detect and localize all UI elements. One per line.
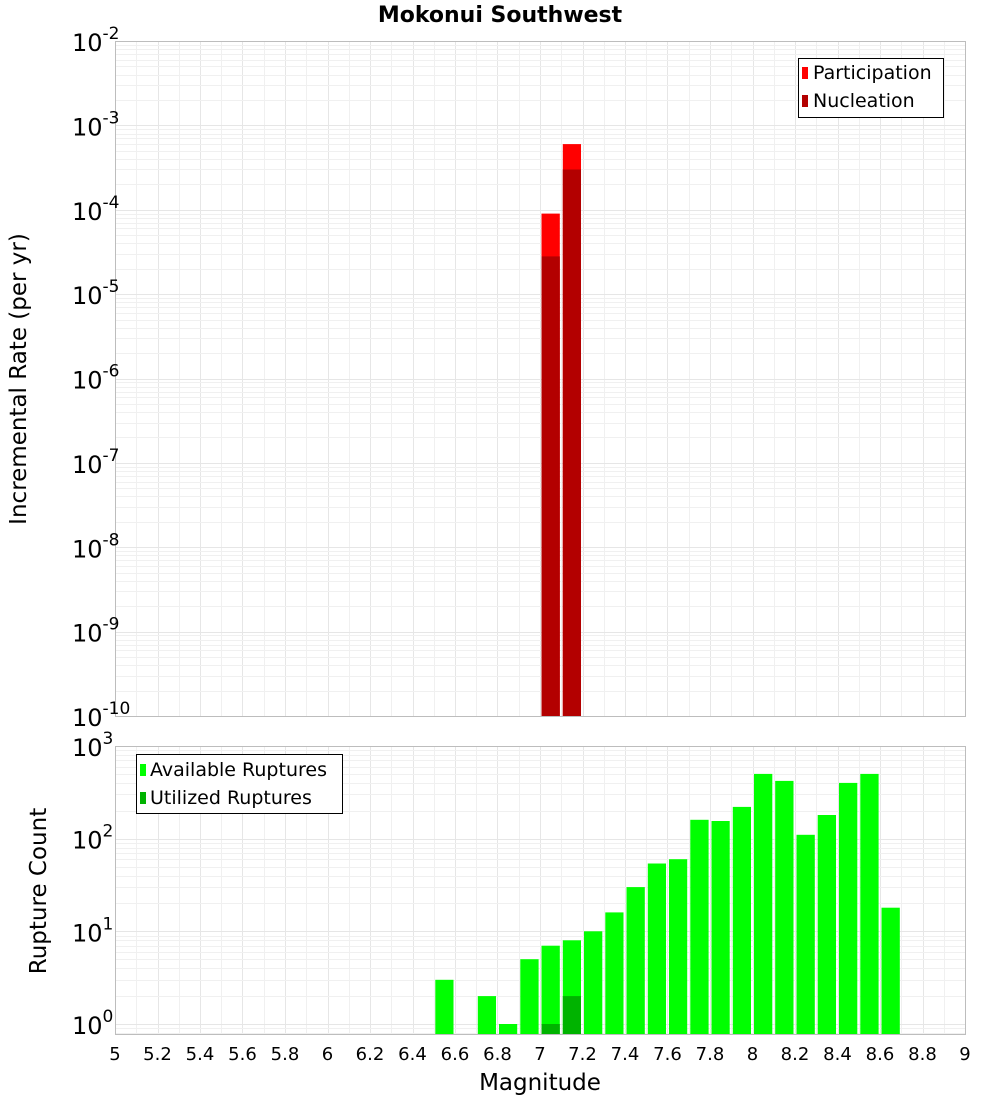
bottom-available-ruptures-bar xyxy=(626,887,645,1034)
x-tick-label: 9 xyxy=(959,1044,970,1065)
top-y-tick-label: 10-10 xyxy=(72,699,130,732)
top-y-tick-label: 10-5 xyxy=(72,277,120,310)
x-tick-label: 8 xyxy=(747,1044,758,1065)
bottom-available-ruptures-bar xyxy=(584,931,603,1034)
legend-label-utilized: Utilized Ruptures xyxy=(150,787,312,809)
top-y-ticks: 10-10 10-9 10-8 10-7 10-6 10-5 10-4 10-3 10-2 xyxy=(72,24,130,732)
x-tick-label: 5 xyxy=(109,1044,120,1065)
top-y-tick-label: 10-9 xyxy=(72,615,120,648)
top-y-tick-label: 10-6 xyxy=(72,362,120,395)
x-tick-label: 6.4 xyxy=(398,1044,427,1065)
legend-label-nucleation: Nucleation xyxy=(813,90,915,112)
top-y-tick-label: 10-8 xyxy=(72,530,120,563)
legend-swatch-nucleation xyxy=(802,95,808,107)
bottom-legend-box xyxy=(136,754,343,814)
bottom-available-ruptures-bar xyxy=(839,782,858,1034)
top-y-tick-label: 10-4 xyxy=(72,193,120,226)
x-tick-label: 7.8 xyxy=(696,1044,725,1065)
legend-label-available: Available Ruptures xyxy=(150,759,327,781)
legend-swatch-available xyxy=(140,764,146,776)
x-tick-label: 8.8 xyxy=(908,1044,937,1065)
bottom-available-ruptures-bar xyxy=(817,815,836,1034)
top-legend-box xyxy=(798,58,944,118)
x-tick-label: 8.2 xyxy=(781,1044,810,1065)
bottom-utilized-ruptures-bar xyxy=(562,996,581,1034)
x-axis-label: Magnitude xyxy=(479,1070,601,1096)
bottom-available-ruptures-bar xyxy=(881,907,900,1034)
bottom-available-ruptures-bar xyxy=(775,780,794,1034)
top-plot-grid xyxy=(115,41,966,717)
top-legend: Participation Nucleation xyxy=(798,58,944,118)
top-plot-frame xyxy=(115,41,966,717)
legend-swatch-participation xyxy=(802,67,808,79)
x-tick-label: 7.4 xyxy=(611,1044,640,1065)
bottom-y-tick-label: 102 xyxy=(72,822,113,855)
bottom-plot-frame xyxy=(115,746,966,1035)
top-y-axis-label: Incremental Rate (per yr) xyxy=(6,233,32,525)
x-tick-label: 5.4 xyxy=(186,1044,215,1065)
bottom-y-ticks: 100 101 102 103 xyxy=(72,729,113,1040)
x-tick-label: 7.2 xyxy=(568,1044,597,1065)
bottom-y-tick-label: 101 xyxy=(72,914,113,947)
top-nucleation-bar xyxy=(562,169,581,716)
bottom-available-ruptures-bar xyxy=(605,912,624,1034)
x-tick-label: 8.6 xyxy=(866,1044,895,1065)
x-tick-label: 5.2 xyxy=(143,1044,172,1065)
chart-title: Mokonui Southwest xyxy=(378,3,623,28)
x-ticks: 5 5.2 5.4 5.6 5.8 6 6.2 6.4 6.6 6.8 7 7.2 7.4 7.6 7.8 8… xyxy=(109,1044,970,1065)
top-y-tick-label: 10-3 xyxy=(72,108,120,141)
bottom-legend: Available Ruptures Utilized Ruptures xyxy=(136,754,343,814)
x-tick-label: 7.6 xyxy=(653,1044,682,1065)
top-plot-bars xyxy=(541,144,581,717)
bottom-available-ruptures-bar xyxy=(477,996,496,1034)
x-tick-label: 7 xyxy=(534,1044,545,1065)
bottom-available-ruptures-bar xyxy=(711,821,730,1034)
bottom-available-ruptures-bar xyxy=(796,834,815,1034)
bottom-y-tick-label: 103 xyxy=(72,729,113,762)
bottom-available-ruptures-bar xyxy=(499,1024,518,1034)
legend-label-participation: Participation xyxy=(813,62,932,84)
top-y-tick-label: 10-2 xyxy=(72,24,120,57)
bottom-available-ruptures-bar xyxy=(732,806,751,1034)
bottom-available-ruptures-bar xyxy=(669,859,688,1034)
bottom-y-axis-label: Rupture Count xyxy=(26,808,52,974)
bottom-utilized-ruptures-bar xyxy=(541,1024,560,1034)
bottom-available-ruptures-bar xyxy=(435,979,454,1034)
x-tick-label: 5.6 xyxy=(228,1044,257,1065)
bottom-available-ruptures-bar xyxy=(520,959,539,1034)
bottom-available-ruptures-bar xyxy=(690,819,709,1034)
bottom-available-ruptures-bar xyxy=(647,863,666,1034)
x-tick-label: 6 xyxy=(322,1044,333,1065)
x-tick-label: 6.8 xyxy=(483,1044,512,1065)
bottom-available-ruptures-bar xyxy=(541,945,560,1034)
bottom-available-ruptures-bar xyxy=(860,773,879,1034)
x-tick-label: 8.4 xyxy=(823,1044,852,1065)
bottom-available-ruptures-bar xyxy=(754,773,773,1034)
bottom-y-tick-label: 100 xyxy=(72,1007,113,1040)
top-nucleation-bar xyxy=(541,256,560,716)
legend-swatch-utilized xyxy=(140,792,146,804)
x-tick-label: 6.6 xyxy=(441,1044,470,1065)
bottom-plot-bars xyxy=(435,773,900,1034)
x-tick-label: 5.8 xyxy=(271,1044,300,1065)
top-y-tick-label: 10-7 xyxy=(72,446,120,479)
x-tick-label: 6.2 xyxy=(356,1044,385,1065)
